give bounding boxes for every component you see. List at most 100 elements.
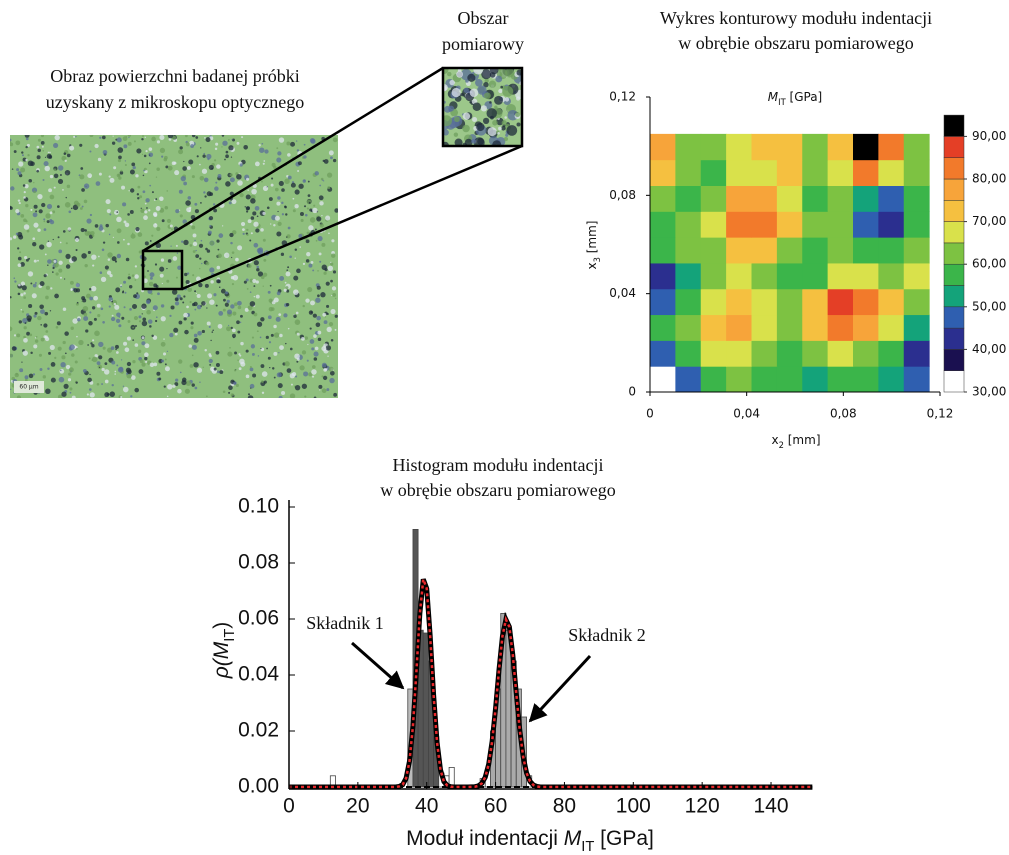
texture-dot [82, 368, 87, 373]
texture-dot [209, 364, 212, 366]
texture-dot [310, 138, 316, 144]
texture-dot [122, 202, 127, 207]
texture-dot [221, 225, 224, 227]
texture-dot [116, 211, 119, 213]
texture-dot [285, 342, 287, 345]
y-tick-label: 0.00 [238, 775, 279, 798]
chart-title: Wykres konturowy modułu indentacji [660, 8, 932, 28]
texture-dot [174, 301, 180, 306]
texture-dot [200, 305, 203, 307]
texture-dot [113, 166, 117, 170]
texture-dot [124, 160, 127, 162]
texture-dot [216, 164, 221, 169]
texture-dot [286, 289, 290, 293]
texture-dot [230, 326, 233, 330]
texture-dot [70, 288, 73, 291]
texture-dot [228, 201, 232, 205]
texture-dot [104, 392, 110, 398]
texture-dot [199, 267, 201, 270]
texture-dot [332, 293, 337, 297]
texture-dot [84, 230, 90, 236]
texture-dot [92, 264, 95, 267]
texture-dot [215, 181, 218, 184]
texture-dot [37, 228, 41, 232]
texture-dot [166, 350, 169, 353]
texture-dot [308, 372, 313, 377]
colorbar-label: 40,00 [972, 342, 1006, 356]
inset-caption: pomiarowy [442, 34, 524, 54]
texture-dot [22, 350, 28, 356]
texture-dot [501, 126, 506, 131]
texture-dot [206, 191, 212, 197]
texture-dot [34, 281, 37, 284]
image-texture [10, 135, 338, 398]
texture-dot [273, 224, 276, 227]
texture-dot [265, 335, 269, 339]
texture-dot [116, 228, 122, 234]
texture-dot [200, 239, 203, 242]
texture-dot [242, 232, 245, 235]
contour-cell [853, 159, 879, 186]
texture-dot [59, 276, 63, 279]
texture-dot [274, 215, 280, 221]
texture-dot [201, 262, 203, 265]
contour-cell [903, 340, 930, 367]
texture-dot [203, 191, 206, 194]
texture-dot [318, 252, 322, 256]
texture-dot [91, 254, 97, 260]
texture-dot [173, 327, 179, 333]
texture-dot [57, 205, 60, 208]
texture-dot [200, 202, 202, 204]
texture-dot [312, 207, 318, 214]
texture-dot [287, 175, 292, 180]
texture-dot [189, 300, 192, 304]
texture-dot [44, 156, 47, 158]
texture-dot [128, 285, 133, 289]
texture-dot [232, 333, 236, 338]
texture-dot [24, 256, 28, 260]
inset-texture [443, 68, 522, 146]
texture-dot [40, 337, 45, 342]
texture-dot [233, 381, 237, 385]
texture-dot [255, 280, 259, 284]
texture-dot [40, 309, 45, 314]
texture-dot [319, 223, 324, 228]
texture-dot [196, 155, 199, 158]
contour-cell [903, 366, 930, 393]
texture-dot [43, 218, 46, 221]
texture-dot [290, 182, 296, 188]
texture-dot [311, 347, 315, 351]
texture-dot [238, 367, 242, 371]
texture-dot [217, 253, 222, 259]
scale-bar-box [14, 381, 44, 393]
texture-dot [98, 172, 102, 176]
texture-dot [24, 375, 29, 380]
texture-dot [209, 267, 215, 273]
texture-dot [334, 314, 338, 318]
texture-dot [10, 186, 15, 191]
texture-dot [249, 367, 254, 372]
texture-dot [280, 252, 285, 256]
texture-dot [319, 201, 324, 206]
texture-dot [301, 350, 307, 355]
texture-dot [129, 210, 134, 214]
microscope-image [10, 135, 338, 398]
texture-dot [83, 312, 88, 317]
contour-cell [726, 314, 752, 341]
contour-cell [726, 185, 752, 212]
texture-dot [318, 195, 324, 201]
texture-dot [11, 346, 17, 351]
texture-dot [16, 168, 20, 172]
texture-dot [269, 284, 272, 287]
contour-cell [726, 133, 752, 161]
texture-dot [239, 321, 242, 324]
texture-dot [301, 336, 305, 341]
contour-cell [776, 133, 803, 161]
texture-dot [237, 359, 239, 361]
contour-cell [802, 237, 829, 264]
texture-dot [245, 374, 250, 379]
texture-dot [148, 281, 154, 287]
texture-dot [285, 213, 288, 216]
texture-dot [247, 219, 252, 224]
texture-dot [170, 305, 175, 310]
